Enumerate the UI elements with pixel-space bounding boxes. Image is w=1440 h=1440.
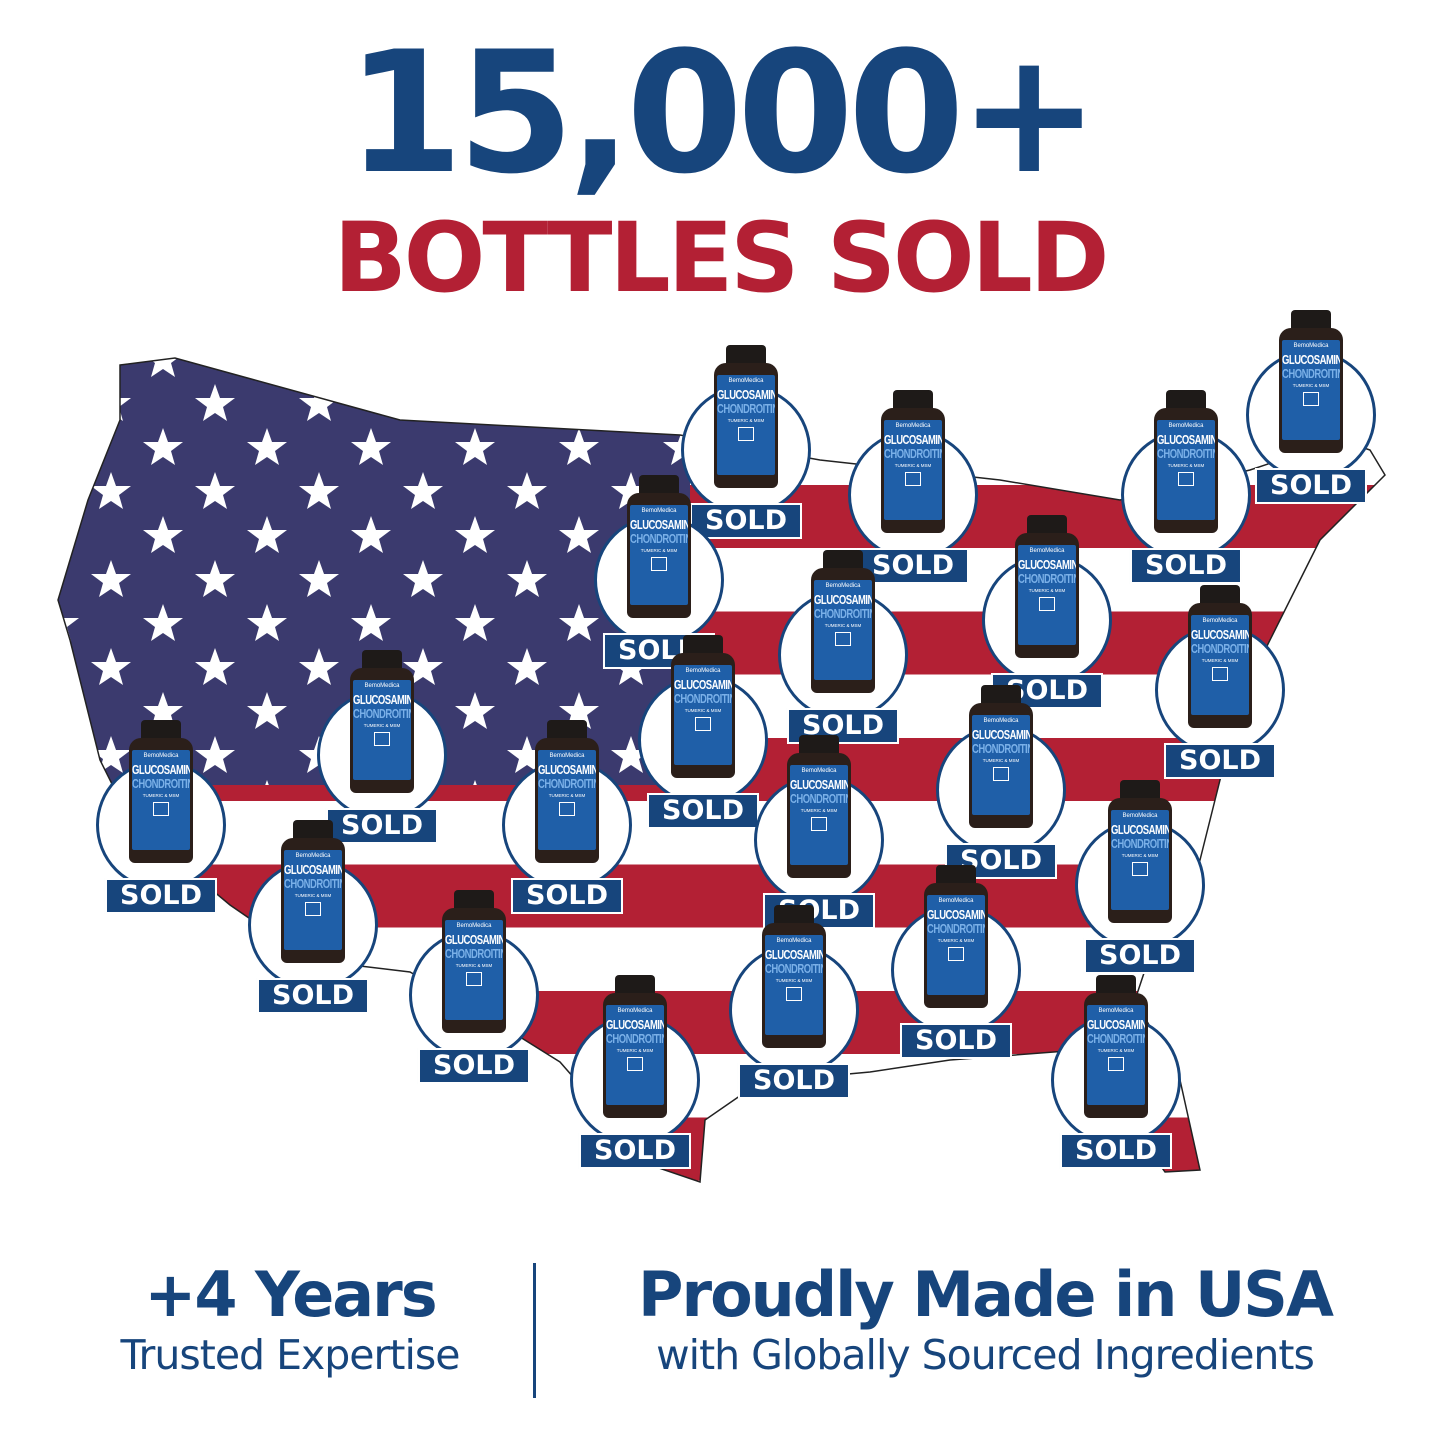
- years-subtitle: Trusted Expertise: [120, 1331, 461, 1379]
- sold-label: SOLD: [325, 808, 439, 844]
- bone-icon: [993, 767, 1009, 781]
- sold-label: SOLD: [899, 1023, 1013, 1059]
- supplement-bottle-image: BemoMedicaGLUCOSAMINECHONDROITINTUMERIC …: [1279, 310, 1343, 455]
- sold-badge: BemoMedicaGLUCOSAMINECHONDROITINTUMERIC …: [96, 720, 226, 914]
- supplement-bottle-image: BemoMedicaGLUCOSAMINECHONDROITINTUMERIC …: [350, 650, 414, 795]
- supplement-bottle-image: BemoMedicaGLUCOSAMINECHONDROITINTUMERIC …: [281, 820, 345, 965]
- sold-badge: BemoMedicaGLUCOSAMINECHONDROITINTUMERIC …: [317, 650, 447, 844]
- sold-badge: BemoMedicaGLUCOSAMINECHONDROITINTUMERIC …: [982, 515, 1112, 709]
- bone-icon: [948, 947, 964, 961]
- bone-icon: [1212, 667, 1228, 681]
- bone-icon: [466, 972, 482, 986]
- sold-label: SOLD: [646, 793, 760, 829]
- supplement-bottle-image: BemoMedicaGLUCOSAMINECHONDROITINTUMERIC …: [714, 345, 778, 490]
- sold-badge: BemoMedicaGLUCOSAMINECHONDROITINTUMERIC …: [1155, 585, 1285, 779]
- bone-icon: [811, 817, 827, 831]
- sold-label: SOLD: [1254, 468, 1368, 504]
- bone-icon: [651, 557, 667, 571]
- divider: [533, 1263, 536, 1398]
- supplement-bottle-image: BemoMedicaGLUCOSAMINECHONDROITINTUMERIC …: [442, 890, 506, 1035]
- sold-badge: BemoMedicaGLUCOSAMINECHONDROITINTUMERIC …: [248, 820, 378, 1014]
- supplement-bottle-image: BemoMedicaGLUCOSAMINECHONDROITINTUMERIC …: [924, 865, 988, 1010]
- sold-badge: BemoMedicaGLUCOSAMINECHONDROITINTUMERIC …: [848, 390, 978, 584]
- sold-badge: BemoMedicaGLUCOSAMINECHONDROITINTUMERIC …: [1051, 975, 1181, 1169]
- sold-badge: BemoMedicaGLUCOSAMINECHONDROITINTUMERIC …: [936, 685, 1066, 879]
- bone-icon: [1178, 472, 1194, 486]
- sold-label: SOLD: [510, 878, 624, 914]
- bone-icon: [559, 802, 575, 816]
- bone-icon: [786, 987, 802, 1001]
- sold-badge: BemoMedicaGLUCOSAMINECHONDROITINTUMERIC …: [754, 735, 884, 929]
- bone-icon: [627, 1057, 643, 1071]
- sold-badge: BemoMedicaGLUCOSAMINECHONDROITINTUMERIC …: [681, 345, 811, 539]
- sold-badge: BemoMedicaGLUCOSAMINECHONDROITINTUMERIC …: [570, 975, 700, 1169]
- supplement-bottle-image: BemoMedicaGLUCOSAMINECHONDROITINTUMERIC …: [535, 720, 599, 865]
- supplement-bottle-image: BemoMedicaGLUCOSAMINECHONDROITINTUMERIC …: [1188, 585, 1252, 730]
- made-in-usa-subtitle: with Globally Sourced Ingredients: [656, 1331, 1315, 1379]
- sold-badge: BemoMedicaGLUCOSAMINECHONDROITINTUMERIC …: [502, 720, 632, 914]
- headline-subtitle: BOTTLES SOLD: [333, 202, 1110, 314]
- sold-badge: BemoMedicaGLUCOSAMINECHONDROITINTUMERIC …: [638, 635, 768, 829]
- bone-icon: [738, 427, 754, 441]
- sold-label: SOLD: [417, 1048, 531, 1084]
- years-block: +4 Years Trusted Expertise: [100, 1258, 480, 1379]
- sold-badge: BemoMedicaGLUCOSAMINECHONDROITINTUMERIC …: [891, 865, 1021, 1059]
- supplement-bottle-image: BemoMedicaGLUCOSAMINECHONDROITINTUMERIC …: [881, 390, 945, 535]
- supplement-bottle-image: BemoMedicaGLUCOSAMINECHONDROITINTUMERIC …: [811, 550, 875, 695]
- bone-icon: [835, 632, 851, 646]
- flag-red-stripe: [58, 1117, 1385, 1181]
- supplement-bottle-image: BemoMedicaGLUCOSAMINECHONDROITINTUMERIC …: [129, 720, 193, 865]
- bone-icon: [1132, 862, 1148, 876]
- made-in-usa-title: Proudly Made in USA: [638, 1258, 1334, 1331]
- bone-icon: [305, 902, 321, 916]
- bone-icon: [905, 472, 921, 486]
- sold-label: SOLD: [104, 878, 218, 914]
- sold-label: SOLD: [1083, 938, 1197, 974]
- sold-badge: BemoMedicaGLUCOSAMINECHONDROITINTUMERIC …: [594, 475, 724, 669]
- supplement-bottle-image: BemoMedicaGLUCOSAMINECHONDROITINTUMERIC …: [671, 635, 735, 780]
- bone-icon: [1303, 392, 1319, 406]
- headline-count: 15,000+: [346, 15, 1099, 211]
- supplement-bottle-image: BemoMedicaGLUCOSAMINECHONDROITINTUMERIC …: [969, 685, 1033, 830]
- sold-label: SOLD: [256, 978, 370, 1014]
- sold-badge: BemoMedicaGLUCOSAMINECHONDROITINTUMERIC …: [1121, 390, 1251, 584]
- supplement-bottle-image: BemoMedicaGLUCOSAMINECHONDROITINTUMERIC …: [1108, 780, 1172, 925]
- bone-icon: [374, 732, 390, 746]
- sold-badge: BemoMedicaGLUCOSAMINECHONDROITINTUMERIC …: [1246, 310, 1376, 504]
- supplement-bottle-image: BemoMedicaGLUCOSAMINECHONDROITINTUMERIC …: [1084, 975, 1148, 1120]
- supplement-bottle-image: BemoMedicaGLUCOSAMINECHONDROITINTUMERIC …: [1015, 515, 1079, 660]
- sold-label: SOLD: [1129, 548, 1243, 584]
- bone-icon: [1108, 1057, 1124, 1071]
- sold-label: SOLD: [689, 503, 803, 539]
- sold-label: SOLD: [1059, 1133, 1173, 1169]
- sold-badge: BemoMedicaGLUCOSAMINECHONDROITINTUMERIC …: [778, 550, 908, 744]
- sold-badge: BemoMedicaGLUCOSAMINECHONDROITINTUMERIC …: [729, 905, 859, 1099]
- sold-badge: BemoMedicaGLUCOSAMINECHONDROITINTUMERIC …: [409, 890, 539, 1084]
- sold-badge: BemoMedicaGLUCOSAMINECHONDROITINTUMERIC …: [1075, 780, 1205, 974]
- supplement-bottle-image: BemoMedicaGLUCOSAMINECHONDROITINTUMERIC …: [762, 905, 826, 1050]
- supplement-bottle-image: BemoMedicaGLUCOSAMINECHONDROITINTUMERIC …: [787, 735, 851, 880]
- sold-label: SOLD: [1163, 743, 1277, 779]
- supplement-bottle-image: BemoMedicaGLUCOSAMINECHONDROITINTUMERIC …: [603, 975, 667, 1120]
- flag-red-stripe: [58, 991, 1385, 1054]
- bone-icon: [153, 802, 169, 816]
- sold-label: SOLD: [856, 548, 970, 584]
- sold-label: SOLD: [737, 1063, 851, 1099]
- bone-icon: [1039, 597, 1055, 611]
- years-title: +4 Years: [144, 1258, 437, 1331]
- supplement-bottle-image: BemoMedicaGLUCOSAMINECHONDROITINTUMERIC …: [627, 475, 691, 620]
- bone-icon: [695, 717, 711, 731]
- supplement-bottle-image: BemoMedicaGLUCOSAMINECHONDROITINTUMERIC …: [1154, 390, 1218, 535]
- sold-label: SOLD: [578, 1133, 692, 1169]
- made-in-usa-block: Proudly Made in USA with Globally Source…: [600, 1258, 1370, 1379]
